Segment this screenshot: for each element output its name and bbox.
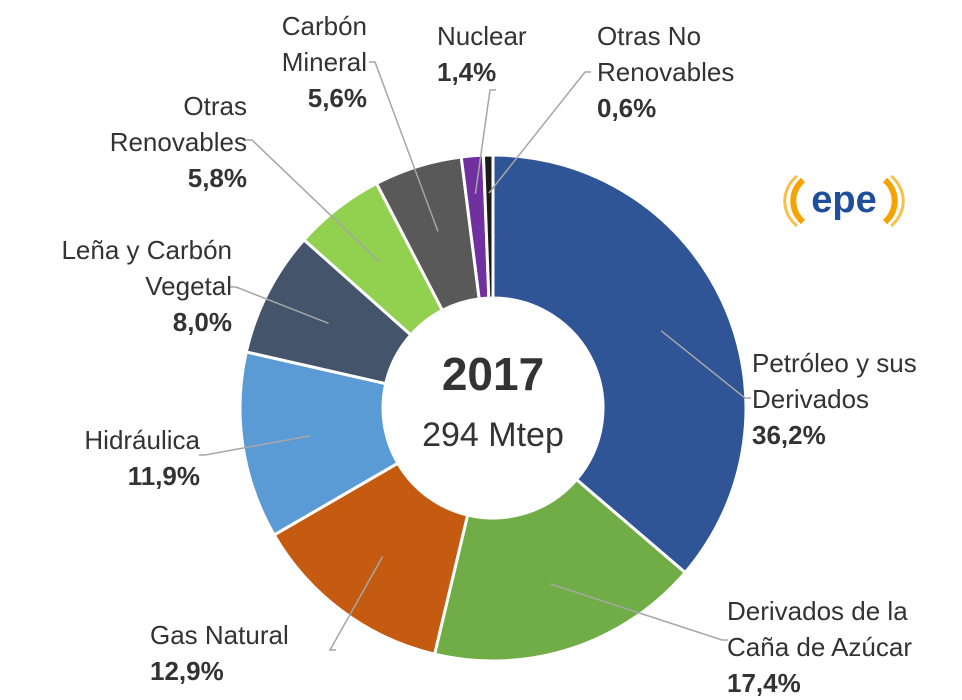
logo-arc bbox=[783, 174, 798, 228]
slice-name: Leña y Carbón Vegetal bbox=[61, 235, 232, 301]
donut-slice bbox=[491, 153, 748, 575]
slice-name: Otras Renovables bbox=[109, 91, 247, 157]
leader-line bbox=[328, 556, 384, 651]
slice-label: Leña y Carbón Vegetal 8,0% bbox=[2, 232, 232, 340]
slice-value: 12,9% bbox=[150, 656, 224, 686]
slice-label: Carbón Mineral 5,6% bbox=[227, 8, 367, 116]
leader-line bbox=[199, 435, 311, 456]
slice-name: Nuclear bbox=[437, 21, 527, 51]
slice-label: Petróleo y sus Derivados 36,2% bbox=[752, 345, 962, 453]
leader-line bbox=[246, 139, 380, 263]
slice-name: Hidráulica bbox=[84, 425, 200, 455]
slice-label: Hidráulica 11,9% bbox=[10, 422, 200, 494]
slice-value: 0,6% bbox=[597, 93, 657, 123]
slice-value: 11,9% bbox=[127, 461, 200, 491]
slice-name: Carbón Mineral bbox=[281, 11, 367, 77]
slice-value: 1,4% bbox=[437, 57, 497, 87]
logo: epe bbox=[783, 174, 905, 228]
logo-arc bbox=[890, 174, 905, 228]
slice-label: Gas Natural 12,9% bbox=[150, 617, 330, 689]
slice-label: Derivados de la Caña de Azúcar 17,4% bbox=[727, 593, 962, 700]
leader-line bbox=[230, 286, 329, 325]
slice-name: Petróleo y sus Derivados bbox=[752, 348, 917, 414]
logo-text: epe bbox=[811, 179, 876, 221]
center-title: 2017 bbox=[442, 348, 544, 400]
slice-value: 17,4% bbox=[727, 668, 801, 698]
center-subtitle: 294 Mtep bbox=[422, 416, 564, 454]
logo-arc bbox=[790, 177, 806, 225]
slice-value: 8,0% bbox=[172, 307, 232, 337]
leader-line bbox=[369, 61, 439, 232]
slice-value: 5,6% bbox=[307, 83, 367, 113]
leader-line bbox=[550, 583, 728, 641]
slice-label: Otras Renovables 5,8% bbox=[47, 88, 247, 196]
donut-slice bbox=[432, 477, 688, 663]
slice-label: Otras No Renovables 0,6% bbox=[597, 18, 787, 126]
leader-line bbox=[474, 89, 496, 194]
leader-line bbox=[488, 71, 591, 194]
leaders bbox=[199, 61, 751, 651]
slice-value: 5,8% bbox=[187, 163, 247, 193]
leader-line bbox=[660, 330, 751, 399]
slice-name: Gas Natural bbox=[150, 620, 289, 650]
slice-value: 36,2% bbox=[752, 420, 826, 450]
slice-name: Derivados de la Caña de Azúcar bbox=[727, 596, 913, 662]
slice-name: Otras No Renovables bbox=[597, 21, 735, 87]
logo-arc bbox=[882, 177, 898, 225]
donut bbox=[238, 153, 748, 663]
donut-slice bbox=[272, 461, 470, 656]
slice-label: Nuclear 1,4% bbox=[437, 18, 567, 90]
donut-slice bbox=[238, 350, 400, 538]
